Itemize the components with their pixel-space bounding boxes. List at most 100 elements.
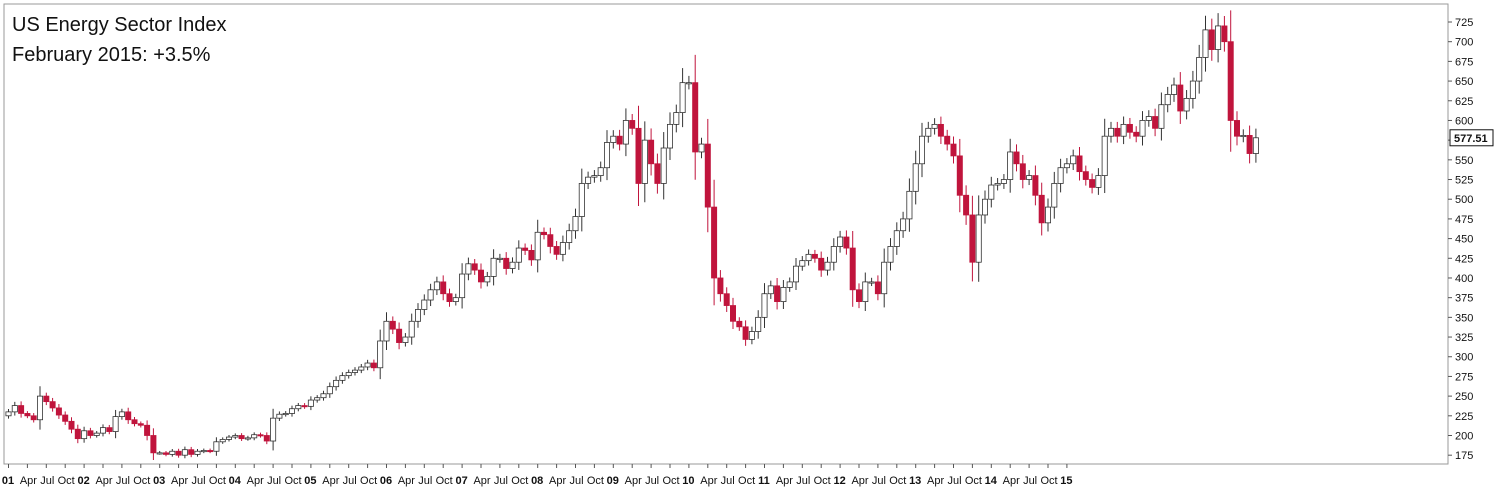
candle [849,231,856,307]
candle-body [988,184,995,200]
candle-body [377,340,384,369]
x-tick-label: Oct [360,475,377,487]
candle-body [654,163,661,184]
candle [370,359,377,372]
candle-body [635,127,642,184]
candle-body [156,452,163,455]
candle [767,280,774,299]
candle-body [578,183,585,217]
candle-body [893,230,900,247]
candle [1076,147,1083,181]
candle [748,326,755,345]
candle [1101,118,1108,194]
x-tick-label: Oct [662,475,679,487]
candle-body [440,281,447,295]
candle [1038,182,1045,236]
candle-body [774,285,781,303]
candle [351,367,358,376]
candle [1013,144,1020,172]
candle-body [541,231,548,236]
y-tick-label: 200 [1455,431,1473,443]
candle-body [1000,179,1007,184]
candle [925,121,932,143]
candle [465,257,472,281]
candle [1063,158,1070,174]
x-tick-label: Apr [927,475,944,487]
candle [566,223,573,250]
candle [408,313,415,345]
candle [874,275,881,301]
candle [597,161,604,182]
candle [74,424,81,444]
y-tick-label: 400 [1455,273,1473,285]
candle [232,433,239,440]
candle-body [433,281,440,291]
candle [364,359,371,371]
candle-body [748,331,755,340]
candle-body [660,147,667,184]
candle-body [1202,29,1209,58]
candle [1234,111,1241,146]
candle-body [225,436,232,440]
x-tick-label: Apr [851,475,868,487]
candle-body [559,242,566,255]
candle [320,390,327,401]
candle-body [270,417,277,442]
candle-body [213,441,220,452]
candle [629,113,636,135]
candle [515,240,522,270]
candle [188,446,195,458]
x-tick-label: 14 [985,475,998,487]
x-tick-label: Oct [58,475,75,487]
y-tick-label: 175 [1455,450,1473,462]
candle-body [219,439,226,443]
candle [736,317,743,331]
candle-body [24,413,31,417]
candle-body [1139,120,1146,137]
candle [969,195,976,282]
candle [692,54,699,180]
candle [1164,86,1171,113]
candle-body [937,123,944,137]
candle [68,417,75,434]
candle [333,376,340,391]
candle-body [515,247,522,263]
candle-body [421,299,428,310]
candle [887,238,894,271]
x-tick-label: Apr [625,475,642,487]
candle-body [811,253,818,259]
candle [1215,13,1222,63]
candle [446,288,453,307]
candle-body [465,263,472,275]
candle [660,132,667,200]
candle [169,449,176,457]
candle [1126,117,1133,139]
candle [610,130,617,149]
candle [698,137,705,159]
candle [591,170,598,183]
candle-body [383,320,390,342]
candle-body [1095,175,1102,188]
candle [175,448,182,458]
candle-body [188,449,195,455]
candle [931,118,938,135]
y-tick-label: 500 [1455,194,1473,206]
candle-body [137,423,144,426]
candle [1114,121,1121,143]
candle-body [1145,116,1152,121]
candle-body [150,435,157,454]
candle [1133,126,1140,143]
candle [963,185,970,225]
candle-body [5,411,12,417]
candle [307,396,314,411]
candle [1120,116,1127,145]
candle [1095,168,1102,195]
candle-body [396,328,403,343]
candle-body [1007,151,1014,180]
y-axis: 175 200 225 250 275 300 325 350 375 400 425 450 475 5… [1448,17,1473,462]
candle [906,178,913,232]
candle-body [736,320,743,328]
candle [225,435,232,442]
candle [982,190,989,224]
x-tick-label: Oct [284,475,301,487]
